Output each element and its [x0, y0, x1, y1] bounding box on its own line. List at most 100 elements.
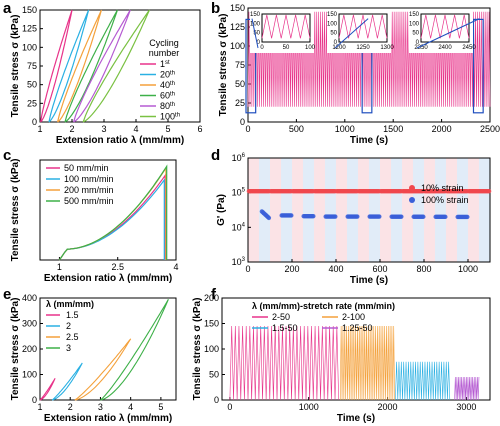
x-tick-label: 500: [289, 124, 304, 134]
x-tick-label: 2.5: [111, 262, 124, 272]
plot-frame: [247, 157, 491, 263]
panel-label-f: f: [211, 286, 217, 303]
band-red: [402, 158, 413, 262]
legend-entry: 200 mm/min: [64, 185, 114, 195]
loop-curve: [74, 338, 132, 401]
x-tick-label: 5: [165, 124, 170, 134]
legend-marker: [409, 185, 415, 191]
y-tick-label: 125: [230, 22, 245, 32]
y-tick-label: 0: [32, 395, 37, 405]
zoom-arrow: [334, 18, 369, 49]
inset-y-tick-label: 0: [416, 40, 420, 46]
legend-title: λ (mm/mm)-stretch rate (mm/min): [252, 301, 395, 311]
inset-y-tick-label: 150: [250, 12, 261, 18]
legend-entry: 2-100: [342, 312, 365, 322]
band-red: [358, 158, 369, 262]
x-tick-label: 1500: [383, 124, 403, 134]
zoom-arrow: [416, 18, 480, 49]
x-tick-label: 800: [416, 264, 431, 274]
inset-y-tick-label: 50: [330, 31, 337, 37]
x-tick-label: 3000: [456, 402, 476, 412]
inset-y-tick-label: 100: [327, 21, 338, 27]
chart-f: 0 1000 2000 3000 0 50 100 150 200 Time (s) Tensile…: [192, 293, 491, 424]
y-tick-label: 150: [204, 319, 219, 329]
x-axis-label: Time (s): [337, 413, 375, 424]
inset-x-tick-label: 2350: [414, 45, 428, 51]
legend-entry: 50 mm/min: [64, 163, 109, 173]
panel-label-e: e: [3, 286, 11, 303]
x-tick-label: 4: [128, 402, 133, 412]
y-tick-label: 50: [209, 370, 219, 380]
x-axis-label: Time (s): [350, 275, 388, 286]
loop-curve: [51, 362, 83, 401]
y-tick-label: 104: [232, 222, 246, 232]
loop-curve: [73, 9, 131, 123]
x-tick-label: 0: [227, 402, 232, 412]
stress-oscillation: [229, 326, 339, 401]
band-blue: [391, 158, 402, 262]
x-tick-label: 2: [68, 402, 73, 412]
data-point-100pct: [421, 214, 426, 219]
legend-entry: 100% strain: [421, 195, 469, 205]
inset-curve: [420, 14, 470, 39]
y-tick-label: 100: [204, 344, 219, 354]
stress-oscillation: [395, 361, 451, 401]
y-tick-label: 106: [232, 153, 246, 163]
inset-x-tick-label: 1250: [356, 45, 370, 51]
loop-curve: [64, 9, 118, 123]
y-tick-label: 0: [214, 395, 219, 405]
inset-frame: [338, 13, 388, 43]
y-tick-label: 0: [240, 117, 245, 127]
inset-curve: [338, 14, 388, 39]
plot-frame: [39, 297, 177, 401]
band-blue: [325, 158, 336, 262]
legend-title: Cycling: [149, 38, 179, 48]
y-tick-label: 100: [22, 42, 37, 52]
chart-e: 1 2 3 4 5 0 100 200 300 400 Extension ratio λ (mm/…: [10, 293, 177, 424]
data-point-100pct: [311, 213, 316, 219]
x-axis-label: Extension ratio λ (mm/mm): [56, 135, 184, 146]
legend-entry: 1st: [160, 59, 170, 69]
band-blue: [435, 158, 446, 262]
y-tick-label: 150: [22, 5, 37, 15]
data-point-100pct: [355, 214, 360, 219]
x-tick-label: 1000: [299, 402, 319, 412]
x-axis-label: Time (s): [350, 135, 388, 146]
band-blue: [303, 158, 314, 262]
x-tick-label: 6: [197, 124, 202, 134]
legend-entry: 80th: [160, 101, 175, 111]
loop-curve: [48, 9, 90, 123]
band-blue: [479, 158, 490, 262]
loop-curve: [57, 9, 102, 123]
x-tick-label: 1000: [335, 124, 355, 134]
inset-y-tick-label: 0: [257, 40, 261, 46]
band-red: [424, 158, 435, 262]
plot-frame: [39, 159, 177, 261]
legend-marker: [409, 197, 415, 203]
y-tick-label: 75: [27, 61, 37, 71]
data-point-100pct: [465, 214, 470, 220]
legend-entry: 3: [66, 343, 71, 353]
band-red: [292, 158, 303, 262]
band-blue: [259, 158, 270, 262]
band-red: [270, 158, 281, 262]
inset-background: [250, 11, 314, 53]
inset-x-tick-label: 50: [283, 45, 290, 51]
chart-d: 0 200 400 600 800 1000 103 104 105 106 Time (s) G' …: [216, 153, 492, 286]
band-blue: [281, 158, 292, 262]
y-axis-label: Tensile stress σ (kPa): [10, 298, 21, 401]
legend-entry: 1.5-50: [272, 323, 298, 333]
y-tick-label: 25: [27, 98, 37, 108]
loop-curve: [100, 299, 169, 401]
chart-b: 0 500 1000 1500 2000 25000255075100125150Time…: [218, 3, 500, 146]
y-axis-label: Tensile stress σ (kPa): [10, 15, 21, 118]
x-tick-label: 1: [37, 124, 42, 134]
inset-y-tick-label: 150: [409, 12, 420, 18]
x-tick-label: 4: [173, 262, 178, 272]
x-tick-label: 5: [158, 402, 163, 412]
y-tick-label: 103: [232, 257, 246, 267]
data-point-100pct: [266, 215, 272, 221]
band-red: [468, 158, 479, 262]
legend-entry: 60th: [160, 91, 175, 101]
